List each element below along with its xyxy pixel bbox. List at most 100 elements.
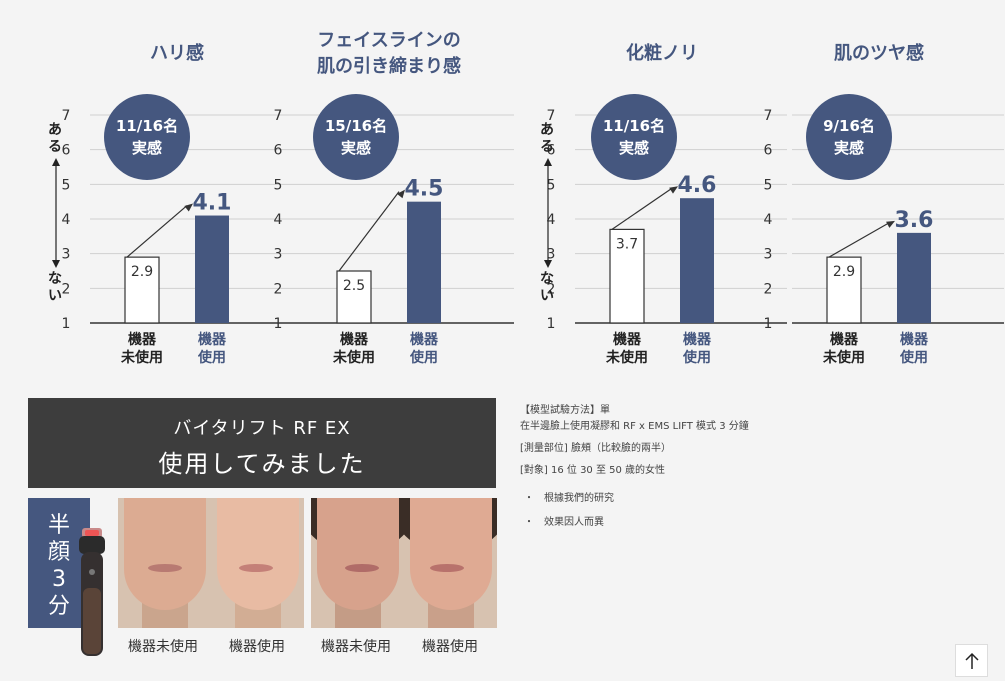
- chart-plot: 1 2 3 4 5 6 7 2.5 4.5: [274, 108, 514, 332]
- improvement-arrow: [611, 187, 673, 230]
- badge-line: 9/16名: [823, 117, 875, 135]
- y-tick-label: 2: [764, 281, 773, 297]
- value-label-before: 2.5: [343, 278, 365, 294]
- value-label-before: 2.9: [833, 264, 855, 280]
- value-label-before: 3.7: [616, 236, 638, 252]
- scale-arrow-right: [544, 158, 552, 268]
- value-label-before: 2.9: [131, 264, 153, 280]
- scale-bottom-char: い: [48, 288, 62, 304]
- category-label-line: 機器: [128, 332, 156, 348]
- photo-caption: 機器使用: [422, 639, 478, 655]
- y-tick-label: 1: [274, 316, 283, 332]
- arrow-head-icon: [669, 186, 678, 194]
- bar-after: [680, 198, 714, 323]
- face-photo-1-after: [211, 498, 304, 628]
- y-tick-label: 6: [764, 143, 773, 159]
- category-label-line: 機器: [340, 332, 368, 348]
- scale-label-right-bottom: な い: [536, 271, 558, 305]
- method-line: 【模型試驗方法】單: [520, 405, 610, 416]
- bar-before: [826, 256, 862, 324]
- method-line: [對象] 16 位 30 至 50 歲的女性: [520, 465, 666, 476]
- category-label-line: 機器: [198, 332, 226, 348]
- y-tick-label: 7: [274, 108, 283, 124]
- method-bullet-text: 效果因人而異: [544, 517, 604, 528]
- category-label-after: 機器 使用: [662, 331, 732, 367]
- improvement-arrow: [338, 191, 400, 272]
- chart-plot: 1 2 3 4 5 6 7 3.7 4.6: [547, 108, 787, 332]
- category-label-before: 機器 未使用: [107, 331, 177, 367]
- category-label-line: 未使用: [333, 350, 375, 366]
- method-bullet-text: 根據我們的研究: [544, 493, 614, 504]
- arrow-head-icon: [886, 220, 895, 228]
- category-label-line: 機器: [683, 332, 711, 348]
- badge-line: 実感: [618, 139, 649, 157]
- satisfaction-badge: 15/16名 実感: [313, 94, 399, 180]
- category-label-before: 機器 未使用: [809, 331, 879, 367]
- chart-makeup: 化粧ノリ 1 2 3 4 5 6 7 3.7 4.6 機器 未使用 機器 使用 11/16名 実感: [537, 0, 787, 380]
- scale-top-char: る: [540, 139, 554, 155]
- badge-line: 実感: [340, 139, 371, 157]
- satisfaction-badge: 11/16名 実感: [104, 94, 190, 180]
- scale-bottom-char: な: [540, 271, 554, 287]
- y-tick-label: 5: [764, 177, 773, 193]
- category-label-after: 機器 使用: [879, 331, 949, 367]
- badge-line: 15/16名: [324, 117, 388, 135]
- scale-bottom-char: な: [48, 271, 62, 287]
- chart-title-line: 肌のツヤ感: [834, 43, 924, 64]
- category-label-after: 機器 使用: [389, 331, 459, 367]
- improvement-arrow: [126, 205, 188, 258]
- badge-line: 実感: [833, 139, 864, 157]
- y-tick-label: 2: [547, 281, 556, 297]
- y-tick-label: 5: [62, 177, 71, 193]
- y-tick-label: 1: [764, 316, 773, 332]
- arrow-up-icon: [964, 652, 979, 669]
- method-bullet: ・ 效果因人而異: [524, 517, 604, 528]
- category-label-line: 未使用: [606, 350, 648, 366]
- y-tick-label: 7: [764, 108, 773, 124]
- category-label-line: 機器: [410, 332, 438, 348]
- category-label-line: 機器: [830, 332, 858, 348]
- chart-plot: 1 2 3 4 5 6 7 2.9 4.1: [62, 108, 302, 332]
- category-label-line: 未使用: [121, 350, 163, 366]
- bar-after: [897, 232, 931, 323]
- chart-title-line: ハリ感: [150, 43, 204, 64]
- scale-top-char: あ: [48, 122, 62, 138]
- y-tick-label: 4: [274, 212, 283, 228]
- y-tick-label: 7: [547, 108, 556, 124]
- chart-title-line: 化粧ノリ: [626, 43, 698, 64]
- scale-bottom-char: い: [540, 288, 554, 304]
- chart-tsuya: 肌のツヤ感 1 2 3 4 5 6 7 2.9 3.6 機器 未使用 機器 使用 9/16名 実感: [754, 0, 1004, 380]
- bar-after: [195, 215, 229, 323]
- value-label-after: 4.1: [193, 191, 232, 216]
- satisfaction-badge: 11/16名 実感: [591, 94, 677, 180]
- y-tick-label: 3: [547, 247, 556, 263]
- improvement-arrow: [828, 222, 890, 258]
- badge-line: 11/16名: [115, 117, 179, 135]
- badge-line: 11/16名: [602, 117, 666, 135]
- test-method-notes: 【模型試驗方法】單 在半邊臉上使用凝膠和 RF x EMS LIFT 模式 3 …: [520, 404, 960, 530]
- bar-after: [407, 201, 441, 323]
- y-tick-label: 5: [274, 177, 283, 193]
- y-tick-label: 7: [62, 108, 71, 124]
- face-photo-2-before: [311, 498, 404, 628]
- scroll-top-button[interactable]: [955, 644, 988, 677]
- category-label-before: 機器 未使用: [319, 331, 389, 367]
- category-label-line: 使用: [900, 350, 928, 366]
- scale-top-char: あ: [540, 122, 554, 138]
- half-tag-char: 半: [47, 513, 70, 538]
- chart-title-line: フェイスラインの: [317, 30, 461, 51]
- chart-faceline: フェイスラインの 肌の引き締まり感 1 2 3 4 5 6 7 2.5 4.5 機器 未使用 機器 使用…: [264, 0, 514, 380]
- category-label-after: 機器 使用: [177, 331, 247, 367]
- y-tick-label: 2: [274, 281, 283, 297]
- chart-title: フェイスラインの 肌の引き締まり感: [264, 28, 514, 80]
- category-label-line: 使用: [198, 350, 226, 366]
- y-tick-label: 6: [62, 143, 71, 159]
- category-label-line: 機器: [613, 332, 641, 348]
- chart-title: ハリ感: [52, 41, 302, 67]
- y-tick-label: 4: [547, 212, 556, 228]
- trial-banner: バイタリフト RF EX 使用してみました: [28, 398, 496, 488]
- half-face-tag: 半 顔 3 分: [28, 498, 90, 628]
- y-tick-label: 1: [547, 316, 556, 332]
- scale-top-char: る: [48, 139, 62, 155]
- bar-before: [124, 256, 160, 324]
